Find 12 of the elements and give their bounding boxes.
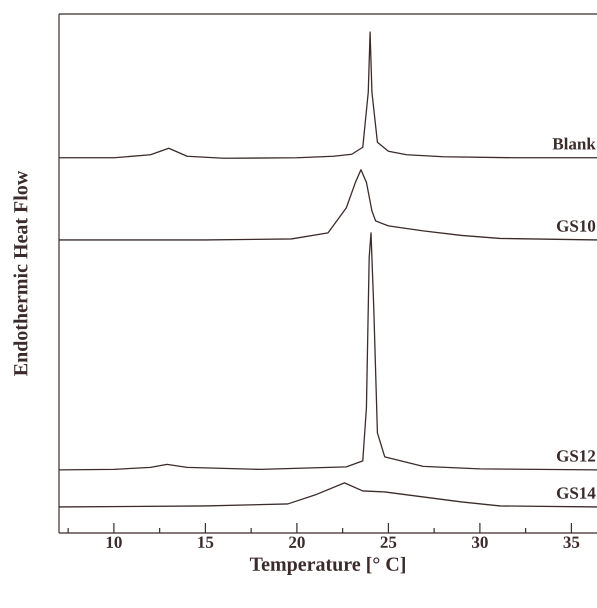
x-tick-label: 35 (564, 536, 580, 548)
x-tick-label: 25 (380, 536, 396, 548)
series-label: GS12 (556, 450, 596, 462)
x-tick-label: 10 (106, 536, 122, 548)
series-label: GS10 (556, 220, 596, 232)
series-label: Blank (552, 138, 596, 150)
x-tick-label: 30 (472, 536, 488, 548)
series-label: GS14 (556, 487, 596, 499)
y-axis-title: Endothermic Heat Flow (13, 170, 28, 376)
x-tick-label: 20 (289, 536, 305, 548)
x-axis-title: Temperature [° C] (250, 556, 405, 575)
x-tick-label: 15 (198, 536, 214, 548)
